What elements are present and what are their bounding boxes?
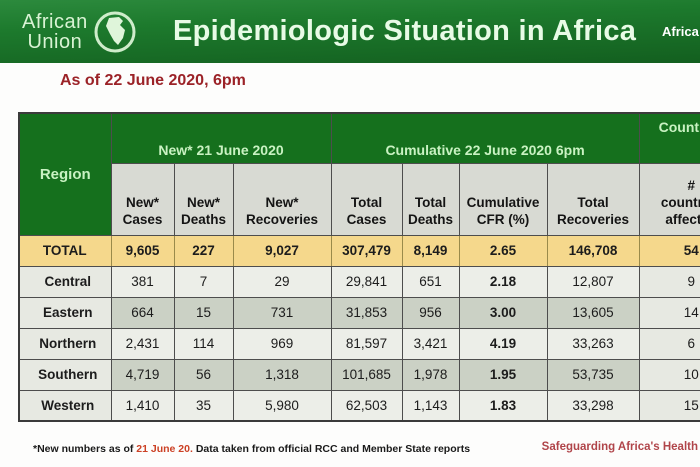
value-cell: 2,431 [110,327,175,360]
logo-line1: African [22,10,88,33]
countries-group-header: Countries [638,112,700,164]
value-cell: 53,735 [546,358,640,391]
value-cell: 12,807 [546,265,640,298]
banner: African Union Epidemiologic Situation in… [0,0,700,63]
value-cell: 1.83 [458,389,548,422]
region-cell: Eastern [18,296,112,329]
value-cell: 4,719 [110,358,175,391]
value-cell: 101,685 [330,358,403,391]
value-cell: 114 [173,327,234,360]
footnote-date: 21 June 20. [136,443,193,455]
footnote: *New numbers as of 21 June 20. Data take… [33,443,470,455]
table-row-western: Western 1,410 35 5,980 62,503 1,143 1.83… [18,389,700,422]
value-cell: 29,841 [330,265,403,298]
value-cell: 1,143 [401,389,460,422]
col-header-new-deaths: New* Deaths [173,162,234,236]
table-row-eastern: Eastern 664 15 731 31,853 956 3.00 13,60… [18,296,700,329]
value-cell: 81,597 [330,327,403,360]
logo-line2: Union [27,31,83,53]
col-header-total-cases: Total Cases [330,162,403,236]
value-cell: 9 [638,265,700,298]
value-cell: 146,708 [546,234,640,267]
value-cell: 33,263 [546,327,640,360]
value-cell: 56 [173,358,234,391]
value-cell: 956 [401,296,460,329]
col-header-cumulative-cfr: Cumulative CFR (%) [458,162,548,236]
value-cell: 13,605 [546,296,640,329]
value-cell: 1.95 [458,358,548,391]
value-cell: 15 [638,389,700,422]
col-header-new-cases: New* Cases [110,162,175,236]
african-union-emblem-icon [94,11,136,53]
region-column-header: Region [18,112,112,236]
col-header-countries-affected: # countries affected [638,162,700,236]
value-cell: 8,149 [401,234,460,267]
value-cell: 9,027 [232,234,332,267]
value-cell: 31,853 [330,296,403,329]
value-cell: 4.19 [458,327,548,360]
value-cell: 14 [638,296,700,329]
footnote-prefix: *New numbers as of [33,443,137,455]
col-header-total-deaths: Total Deaths [401,162,460,236]
value-cell: 969 [232,327,332,360]
value-cell: 1,318 [232,358,332,391]
african-union-logo-text: African Union [22,10,88,53]
table-row-central: Central 381 7 29 29,841 651 2.18 12,807 … [18,265,700,298]
region-cell: Northern [18,327,112,360]
col-header-new-recoveries: New* Recoveries [232,162,332,236]
african-union-logo: African Union [22,9,138,55]
region-cell: Western [18,389,112,422]
value-cell: 2.18 [458,265,548,298]
value-cell: 1,410 [110,389,175,422]
value-cell: 9,605 [110,234,175,267]
value-cell: 381 [110,265,175,298]
sub-header-row: New* Cases New* Deaths New* Recoveries T… [19,162,700,236]
col-header-total-recoveries: Total Recoveries [546,162,640,236]
value-cell: 3.00 [458,296,548,329]
value-cell: 7 [173,265,234,298]
value-cell: 6 [638,327,700,360]
value-cell: 35 [173,389,234,422]
footnote-suffix: Data taken from official RCC and Member … [192,443,471,455]
group-header-row: Region New* 21 June 2020 Cumulative 22 J… [18,112,700,236]
region-cell: Central [18,265,112,298]
value-cell: 2.65 [458,234,548,267]
value-cell: 54 [638,234,700,267]
as-of-date: As of 22 June 2020, 6pm [60,72,246,89]
value-cell: 15 [173,296,234,329]
value-cell: 1,978 [401,358,460,391]
epidemiologic-table: Region New* 21 June 2020 Cumulative 22 J… [18,112,700,422]
value-cell: 307,479 [330,234,403,267]
value-cell: 227 [173,234,234,267]
table-container: Region New* 21 June 2020 Cumulative 22 J… [18,112,700,424]
value-cell: 664 [110,296,175,329]
value-cell: 62,503 [330,389,403,422]
value-cell: 5,980 [232,389,332,422]
table-row-southern: Southern 4,719 56 1,318 101,685 1,978 1.… [18,358,700,391]
value-cell: 651 [401,265,460,298]
new-group-header: New* 21 June 2020 [110,112,332,164]
corner-logo-text: Africa CDC [662,24,700,39]
value-cell: 29 [232,265,332,298]
region-cell: TOTAL [18,234,112,267]
region-cell: Southern [18,358,112,391]
value-cell: 3,421 [401,327,460,360]
table-row-total: TOTAL 9,605 227 9,027 307,479 8,149 2.65… [18,234,700,267]
table-row-northern: Northern 2,431 114 969 81,597 3,421 4.19… [18,327,700,360]
africa-map-icon [105,17,125,45]
cumulative-group-header: Cumulative 22 June 2020 6pm [330,112,640,164]
tagline: Safeguarding Africa's Health [541,441,698,453]
page-title: Epidemiologic Situation in Africa [173,15,637,47]
value-cell: 10 [638,358,700,391]
value-cell: 33,298 [546,389,640,422]
value-cell: 731 [232,296,332,329]
